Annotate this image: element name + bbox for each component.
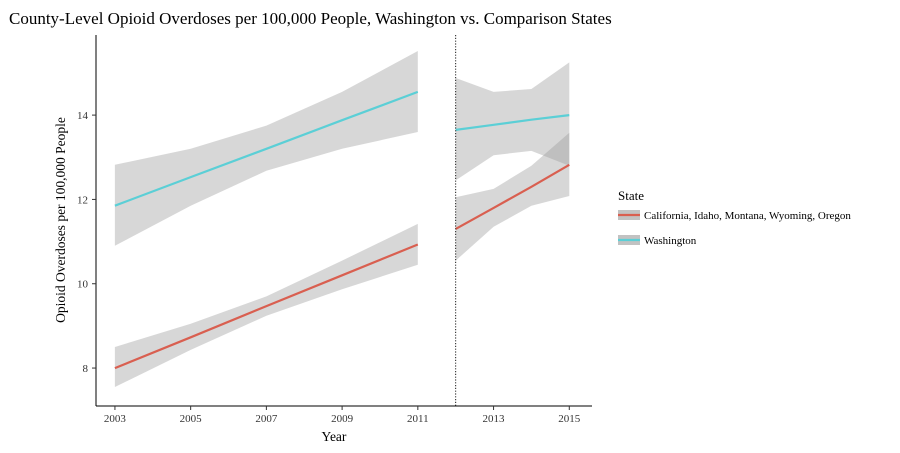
x-tick-label: 2003 bbox=[104, 413, 127, 425]
legend: State California, Idaho, Montana, Wyomin… bbox=[618, 188, 851, 247]
y-tick-label: 12 bbox=[77, 194, 88, 206]
confidence-bands bbox=[114, 51, 570, 387]
y-axis-title: Opioid Overdoses per 100,000 People bbox=[53, 117, 68, 323]
series-line-2-2 bbox=[455, 114, 570, 131]
x-ticks: 2003 2005 2007 2009 2011 2013 2015 bbox=[104, 406, 581, 425]
x-axis-title: Year bbox=[322, 429, 347, 444]
series-line-2-1 bbox=[114, 90, 419, 207]
series-line-1-2 bbox=[455, 163, 570, 230]
series-line-1-1 bbox=[114, 243, 419, 370]
y-tick-label: 8 bbox=[83, 363, 89, 375]
x-tick-label: 2005 bbox=[180, 413, 203, 425]
x-tick-label: 2007 bbox=[255, 413, 278, 425]
y-tick-label: 10 bbox=[77, 279, 89, 291]
x-tick-label: 2015 bbox=[558, 413, 581, 425]
chart-title: County-Level Opioid Overdoses per 100,00… bbox=[9, 9, 612, 28]
legend-title: State bbox=[618, 188, 644, 203]
y-ticks: 8 10 12 14 bbox=[77, 110, 96, 375]
x-tick-label: 2011 bbox=[407, 413, 429, 425]
legend-label: California, Idaho, Montana, Wyoming, Ore… bbox=[644, 210, 851, 222]
series-lines bbox=[114, 90, 570, 370]
x-tick-label: 2013 bbox=[483, 413, 506, 425]
x-tick-label: 2009 bbox=[331, 413, 354, 425]
legend-label: Washington bbox=[644, 235, 697, 247]
y-tick-label: 14 bbox=[77, 110, 89, 122]
